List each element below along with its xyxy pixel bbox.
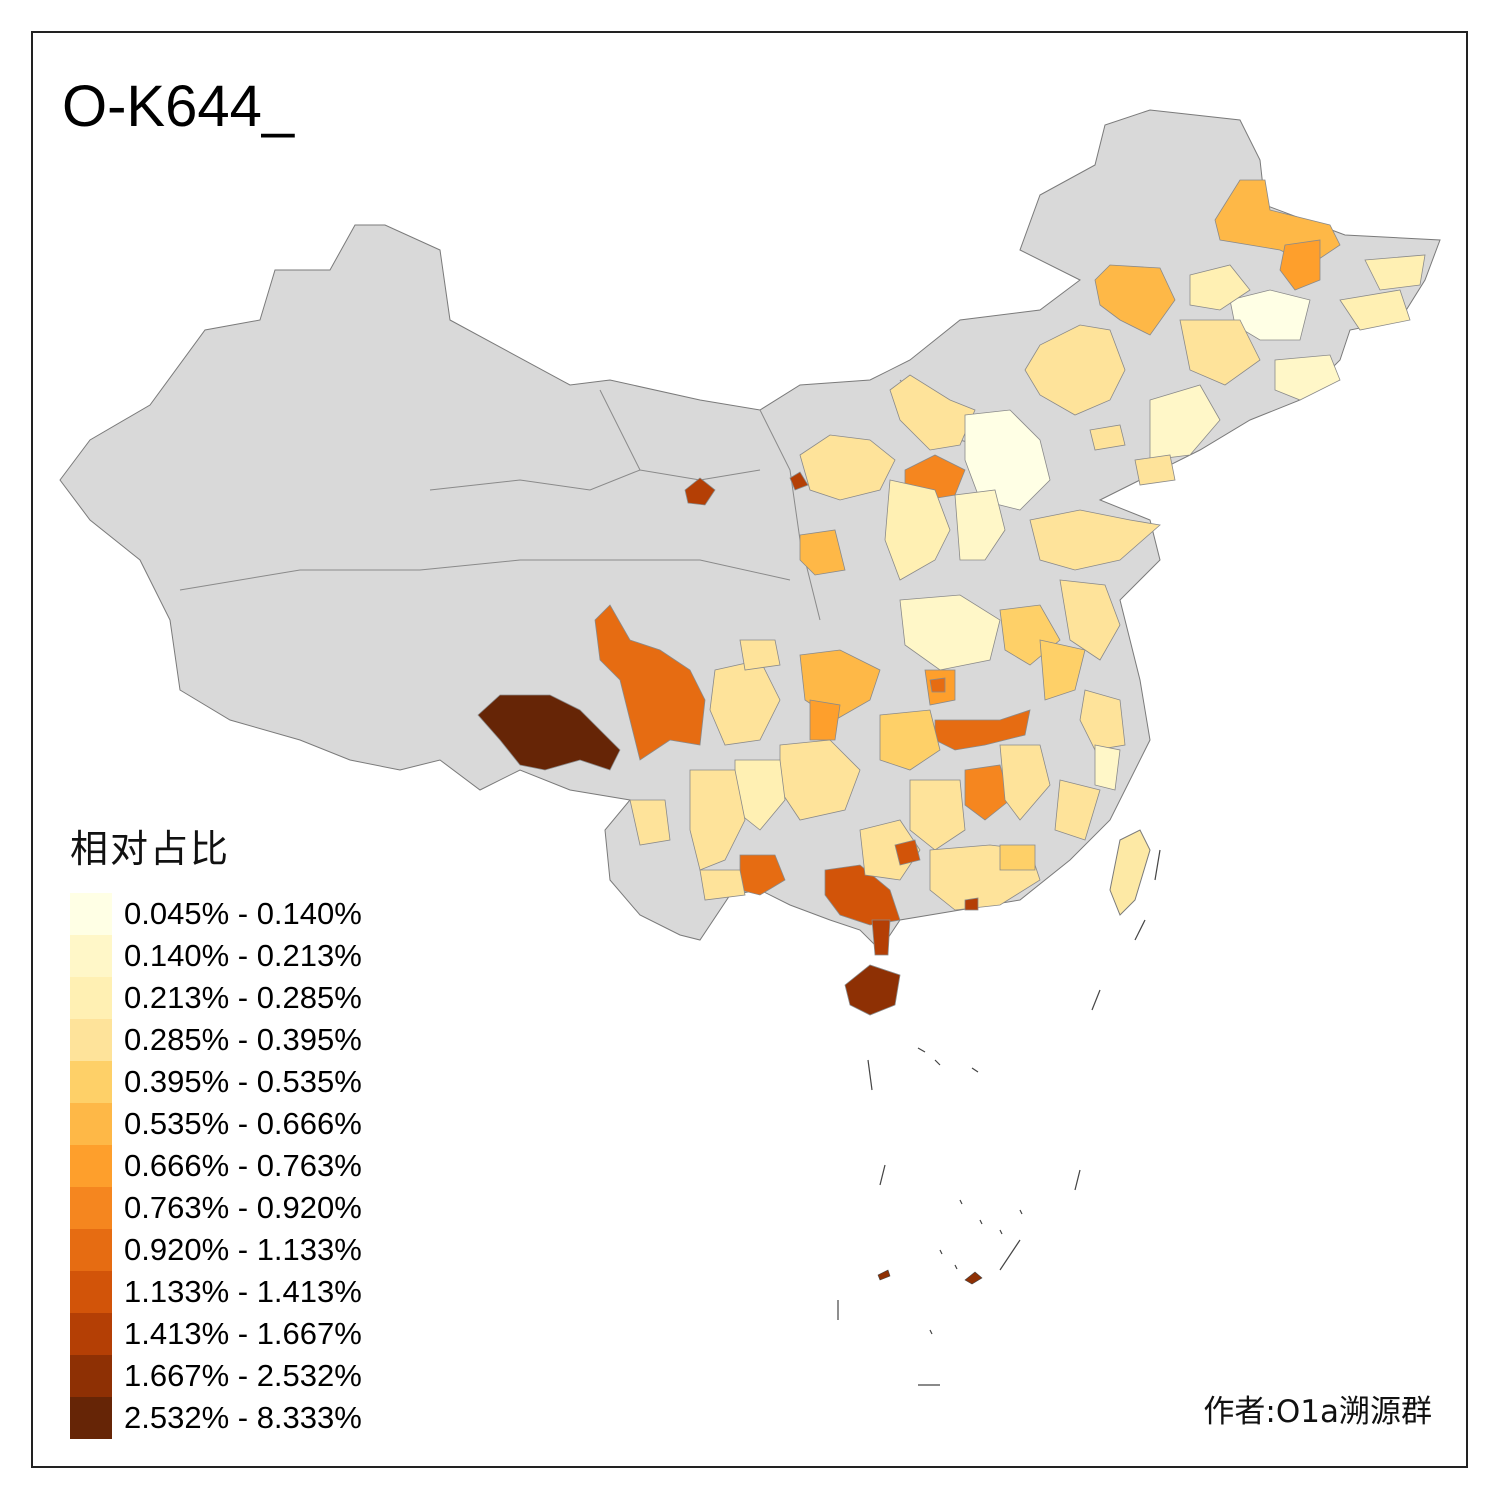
taiwan-outline — [1109, 829, 1151, 916]
map-title: O-K644_ — [62, 74, 295, 139]
legend-item: 0.666% - 0.763% — [70, 1145, 362, 1187]
data-regions — [477, 179, 1426, 1016]
region-hubei-w — [879, 709, 941, 771]
legend-swatch — [70, 1187, 112, 1229]
region-ne-light-5 — [1274, 354, 1341, 401]
region-sichuan-n — [739, 639, 781, 671]
region-leizhou — [871, 919, 891, 956]
region-yunnan-w — [629, 799, 671, 846]
region-zhejiang — [1079, 689, 1126, 751]
region-guangdong-dot — [964, 897, 979, 911]
region-ne-light-3 — [1179, 319, 1261, 386]
region-shaanxi — [884, 479, 951, 581]
legend-swatch — [70, 1145, 112, 1187]
region-guangxi-n — [859, 819, 921, 881]
region-jiangxi — [999, 744, 1051, 821]
legend-label: 0.666% - 0.763% — [124, 1148, 362, 1183]
legend-swatch — [70, 1103, 112, 1145]
region-hubei-band — [934, 709, 1031, 751]
legend-label: 1.667% - 2.532% — [124, 1358, 362, 1393]
legend-label: 0.213% - 0.285% — [124, 980, 362, 1015]
region-heilongjiang-e — [1279, 239, 1321, 291]
legend-label: 0.920% - 1.133% — [124, 1232, 362, 1267]
legend-item: 0.920% - 1.133% — [70, 1229, 362, 1271]
region-hainan — [844, 964, 901, 1016]
legend-swatch — [70, 1313, 112, 1355]
legend-item: 0.140% - 0.213% — [70, 935, 362, 977]
region-henan — [899, 594, 1001, 671]
legend-swatch — [70, 1271, 112, 1313]
region-ne-light-4 — [1339, 289, 1411, 331]
credit-text: 作者:O1a溯源群 — [1203, 1394, 1432, 1430]
region-guangdong-e — [999, 844, 1036, 871]
region-hebei — [964, 409, 1051, 511]
legend-swatch — [70, 1061, 112, 1103]
region-fujian-2 — [1094, 744, 1121, 791]
region-ne-light-6 — [1364, 254, 1426, 291]
legend-swatch — [70, 1397, 112, 1439]
legend-item: 0.535% - 0.666% — [70, 1103, 362, 1145]
region-shanxi — [954, 489, 1006, 561]
legend-item: 1.667% - 2.532% — [70, 1355, 362, 1397]
region-hunan — [964, 764, 1011, 821]
region-im-central — [1024, 324, 1126, 416]
legend-swatch — [70, 893, 112, 935]
region-im-sw — [799, 434, 896, 501]
region-hubei-dot — [929, 677, 946, 693]
region-fujian — [1054, 779, 1101, 841]
region-yunnan-s — [699, 869, 746, 901]
legend-items: 0.045% - 0.140% 0.140% - 0.213% 0.213% - 0… — [70, 893, 362, 1439]
region-liaoning-2 — [1134, 454, 1176, 486]
region-chongqing — [809, 699, 841, 741]
legend-label: 0.140% - 0.213% — [124, 938, 362, 973]
region-jiangsu — [1059, 579, 1121, 661]
legend-item: 0.763% - 0.920% — [70, 1187, 362, 1229]
legend-label: 1.133% - 1.413% — [124, 1274, 362, 1309]
legend-label: 2.532% - 8.333% — [124, 1400, 362, 1435]
south-sea-dark-islands — [877, 1269, 983, 1285]
region-yunnan-c — [689, 769, 746, 871]
legend-label: 1.413% - 1.667% — [124, 1316, 362, 1351]
region-shandong — [1029, 509, 1161, 571]
legend-label: 0.535% - 0.666% — [124, 1106, 362, 1141]
region-ne-light-2 — [1189, 264, 1251, 311]
legend-label: 0.285% - 0.395% — [124, 1022, 362, 1057]
legend-item: 0.213% - 0.285% — [70, 977, 362, 1019]
region-small-n — [789, 471, 809, 491]
legend-label: 0.395% - 0.535% — [124, 1064, 362, 1099]
south-china-sea-islands — [837, 849, 1161, 1386]
legend-swatch — [70, 935, 112, 977]
legend-item: 2.532% - 8.333% — [70, 1397, 362, 1439]
region-hunan-s — [909, 779, 966, 851]
legend: 相对占比 0.045% - 0.140% 0.140% - 0.213% 0.213… — [70, 818, 362, 1439]
legend-item: 0.045% - 0.140% — [70, 893, 362, 935]
legend-title: 相对占比 — [70, 827, 231, 871]
legend-label: 0.045% - 0.140% — [124, 896, 362, 931]
legend-swatch — [70, 1019, 112, 1061]
region-liaoning — [1149, 384, 1221, 461]
region-inner-mongolia-e — [1094, 264, 1176, 336]
region-high-tibet — [477, 694, 621, 771]
legend-item: 0.395% - 0.535% — [70, 1061, 362, 1103]
legend-swatch — [70, 1229, 112, 1271]
region-anhui — [1039, 639, 1086, 701]
region-guangxi-dark — [894, 839, 921, 866]
legend-label: 0.763% - 0.920% — [124, 1190, 362, 1225]
region-small-nw — [684, 477, 716, 506]
region-tianjin — [1089, 424, 1126, 451]
legend-item: 1.413% - 1.667% — [70, 1313, 362, 1355]
region-west-sichuan — [594, 604, 706, 761]
legend-item: 0.285% - 0.395% — [70, 1019, 362, 1061]
legend-item: 1.133% - 1.413% — [70, 1271, 362, 1313]
legend-swatch — [70, 977, 112, 1019]
legend-swatch — [70, 1355, 112, 1397]
region-gansu-1 — [799, 529, 846, 576]
